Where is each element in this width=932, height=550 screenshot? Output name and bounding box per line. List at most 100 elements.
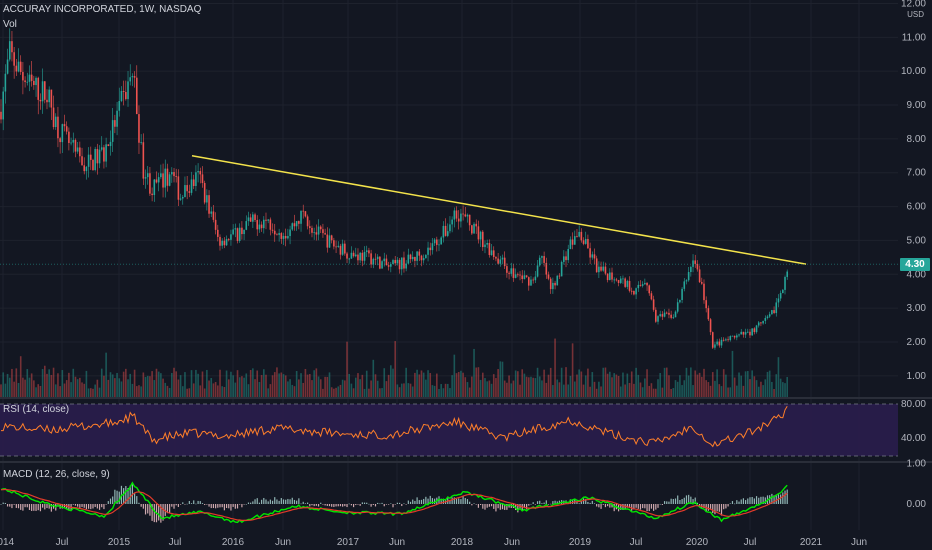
macd-histogram-bar — [50, 504, 52, 512]
volume-bar — [762, 385, 764, 397]
volume-bar — [453, 354, 456, 397]
volume-bar — [295, 370, 298, 397]
volume-bar — [633, 383, 635, 397]
macd-histogram-bar — [166, 504, 169, 514]
time-tick-label: Jun — [851, 537, 867, 548]
macd-histogram-bar — [44, 504, 46, 510]
volume-bar — [245, 373, 248, 397]
macd-legend[interactable]: MACD (12, 26, close, 9) — [3, 469, 110, 480]
macd-histogram-bar — [578, 503, 580, 504]
volume-bar — [135, 386, 138, 397]
candle-body — [65, 126, 68, 132]
candle-body — [578, 231, 580, 237]
volume-bar — [617, 375, 620, 397]
macd-histogram-bar — [304, 503, 307, 504]
candle-body — [462, 213, 464, 215]
macd-histogram-bar — [114, 489, 116, 504]
candle-body — [517, 274, 519, 276]
volume-bar — [740, 375, 743, 397]
candle-body — [142, 142, 145, 179]
candle-body — [241, 227, 243, 235]
volume-bar — [223, 386, 226, 397]
candle-body — [694, 260, 697, 264]
volume-bar — [514, 370, 517, 397]
volume-bar — [260, 375, 263, 397]
volume-bar — [720, 386, 723, 397]
volume-bar — [580, 371, 583, 397]
price-tick-label: 10.00 — [901, 66, 926, 77]
macd-histogram-bar — [171, 504, 173, 507]
candle-body — [30, 74, 33, 81]
volume-bar — [273, 372, 276, 397]
volume-bar — [308, 374, 311, 397]
candle-body — [622, 278, 624, 280]
macd-histogram-bar — [455, 498, 458, 504]
candle-body — [394, 260, 396, 264]
macd-histogram-bar — [309, 504, 311, 507]
volume-bar — [271, 375, 274, 397]
macd-histogram-bar — [348, 503, 350, 505]
volume-bar — [619, 386, 622, 397]
price-tick-label: 9.00 — [907, 100, 927, 111]
candle-body — [282, 235, 285, 239]
volume-bar — [83, 383, 86, 397]
candle-body — [157, 177, 160, 183]
volume-bar — [357, 373, 359, 397]
volume-bar — [457, 372, 460, 397]
volume-bar — [411, 386, 414, 397]
volume-bar — [201, 371, 204, 397]
candle-body — [6, 59, 9, 74]
candle-body — [749, 331, 751, 336]
candle-body — [455, 210, 458, 219]
macd-histogram-bar — [473, 503, 475, 504]
rsi-legend[interactable]: RSI (14, close) — [3, 404, 70, 415]
macd-histogram-bar — [753, 498, 755, 504]
candle-body — [186, 185, 188, 192]
volume-bar — [129, 373, 132, 397]
macd-histogram-bar — [179, 504, 182, 505]
volume-bar — [225, 370, 228, 397]
volume-bar — [521, 369, 524, 397]
volume-bar — [328, 372, 331, 397]
macd-histogram-bar — [659, 503, 661, 505]
macd-histogram-bar — [440, 498, 442, 504]
candle-body — [431, 243, 434, 251]
volume-bar — [114, 378, 116, 397]
volume-bar — [534, 378, 537, 397]
candle-body — [168, 174, 171, 186]
macd-histogram-bar — [193, 500, 195, 504]
volume-bar — [372, 359, 375, 397]
symbol-title[interactable]: ACCURAY INCORPORATED, 1W, NASDAQ — [3, 4, 202, 15]
candle-body — [37, 77, 40, 100]
candle-body — [98, 149, 101, 164]
candle-body — [361, 252, 364, 261]
volume-bar — [661, 387, 664, 397]
macd-histogram-bar — [423, 498, 425, 504]
macd-histogram-bar — [232, 504, 234, 507]
candle-body — [549, 278, 552, 290]
macd-histogram-bar — [464, 498, 466, 504]
candle-body — [94, 149, 96, 171]
macd-histogram-bar — [782, 492, 784, 504]
macd-histogram-bar — [541, 503, 543, 504]
volume-legend[interactable]: Vol — [3, 19, 17, 30]
price-tick-label: 6.00 — [907, 202, 927, 213]
candle-body — [72, 139, 75, 143]
macd-histogram-bar — [136, 496, 138, 504]
volume-bar — [300, 373, 302, 397]
macd-histogram-bar — [46, 504, 48, 509]
volume-bar — [538, 376, 541, 397]
macd-tick-label: 1.00 — [907, 458, 927, 469]
volume-bar — [385, 381, 388, 397]
volume-bar — [179, 375, 182, 397]
candle-body — [619, 278, 622, 283]
candle-body — [208, 195, 210, 214]
macd-histogram-bar — [74, 504, 77, 506]
volume-bar — [212, 383, 215, 397]
macd-histogram-bar — [714, 504, 716, 515]
candle-body — [203, 183, 206, 203]
volume-bar — [335, 387, 337, 397]
candle-body — [753, 328, 756, 333]
candle-body — [35, 77, 37, 86]
